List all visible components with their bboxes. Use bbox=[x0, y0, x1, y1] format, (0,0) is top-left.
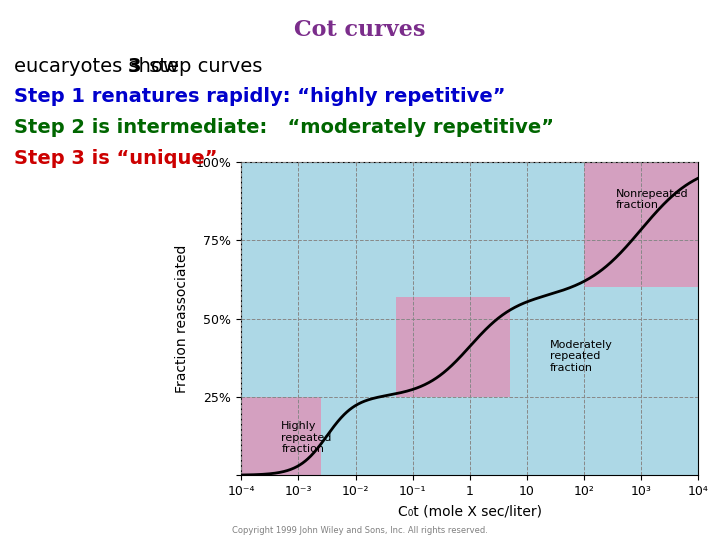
Text: step curves: step curves bbox=[143, 57, 262, 76]
Y-axis label: Fraction reassociated: Fraction reassociated bbox=[175, 245, 189, 393]
Bar bbox=[584, 162, 698, 287]
Text: Step 1 renatures rapidly: “highly repetitive”: Step 1 renatures rapidly: “highly repeti… bbox=[14, 87, 506, 106]
X-axis label: C₀t (mole X sec/liter): C₀t (mole X sec/liter) bbox=[397, 505, 541, 519]
Text: Cot curves: Cot curves bbox=[294, 19, 426, 41]
Text: Step 2 is intermediate:   “moderately repetitive”: Step 2 is intermediate: “moderately repe… bbox=[14, 118, 554, 137]
Text: eucaryotes show: eucaryotes show bbox=[14, 57, 186, 76]
Bar bbox=[395, 296, 510, 397]
Text: Step 3 is “unique”: Step 3 is “unique” bbox=[14, 149, 218, 168]
Text: Nonrepeated
fraction: Nonrepeated fraction bbox=[616, 189, 688, 211]
Text: 3: 3 bbox=[128, 57, 142, 76]
Text: Copyright 1999 John Wiley and Sons, Inc. All rights reserved.: Copyright 1999 John Wiley and Sons, Inc.… bbox=[232, 525, 488, 535]
Text: Highly
repeated
fraction: Highly repeated fraction bbox=[282, 421, 332, 454]
Bar bbox=[241, 397, 321, 475]
Text: Moderately
repeated
fraction: Moderately repeated fraction bbox=[550, 340, 613, 373]
